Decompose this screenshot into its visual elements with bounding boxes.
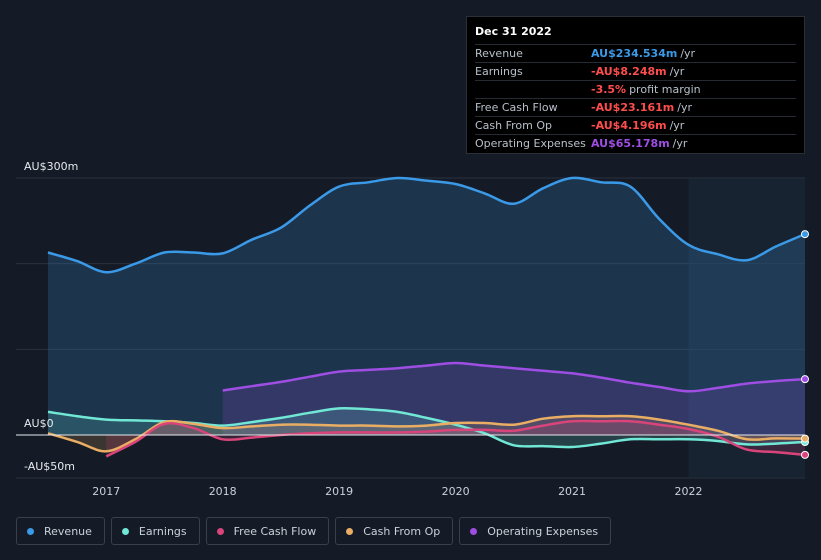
free-cash-flow-line	[105, 419, 806, 458]
x-tick-label: 2020	[442, 485, 470, 498]
x-axis-labels: 2017 2018 2019 2020 2021 2022	[92, 485, 702, 498]
tooltip-row-unit: /yr	[672, 137, 688, 150]
tooltip-row-value: -AU$23.161m	[591, 101, 675, 114]
legend-dot-icon	[216, 527, 224, 535]
tooltip-rows: Revenue AU$234.534m/yr Earnings -AU$8.248m /…	[475, 44, 796, 152]
legend-label: Cash From Op	[363, 524, 441, 538]
tooltip-row: Free Cash Flow -AU$23.161m/yr	[475, 98, 796, 116]
tooltip-panel: Dec 31 2022 Revenue AU$234.534m/yr Earning…	[466, 16, 805, 154]
x-tick-label: 2021	[558, 485, 586, 498]
series-end-markers	[801, 230, 809, 459]
y-tick-label: AU$0	[24, 417, 54, 430]
tooltip-row: Operating Expenses AU$65.178m/yr	[475, 134, 796, 152]
tooltip-date: Dec 31 2022	[475, 25, 552, 38]
y-tick-label: AU$300m	[24, 160, 78, 173]
legend-item-earnings[interactable]: Earnings	[110, 517, 200, 545]
y-tick-label: -AU$50m	[24, 460, 75, 473]
legend-item-free-cash-flow[interactable]: Free Cash Flow	[205, 517, 330, 545]
tooltip-row-unit: /yr	[677, 101, 692, 114]
free-cash-flow-area	[106, 420, 805, 457]
tooltip-row: -3.5% profit margin	[475, 80, 796, 98]
tooltip-row-unit: /yr	[669, 119, 685, 132]
revenue-end-marker	[801, 230, 809, 239]
tooltip-row-label: Operating Expenses	[475, 137, 586, 150]
tooltip-row-value: AU$65.178m	[591, 137, 670, 150]
cash-from-op-line	[47, 414, 806, 453]
tooltip-row-label: Earnings	[475, 65, 523, 78]
free-cash-flow-end-marker	[801, 450, 809, 459]
x-tick-label: 2017	[92, 485, 120, 498]
series-lines	[47, 176, 806, 458]
x-tick-label: 2018	[209, 485, 237, 498]
x-tick-label: 2019	[325, 485, 353, 498]
revenue-line	[47, 176, 806, 274]
tooltip-row-value: -3.5%	[591, 83, 627, 96]
tooltip-row-label: Cash From Op	[475, 119, 553, 132]
operating-expenses-area	[222, 363, 805, 435]
cash-from-op-area	[48, 415, 805, 452]
tooltip-row-label: Free Cash Flow	[475, 101, 558, 114]
legend-dot-icon	[346, 527, 354, 535]
tooltip-row: Revenue AU$234.534m/yr	[475, 44, 796, 62]
legend-label: Free Cash Flow	[233, 524, 317, 538]
legend-label: Operating Expenses	[487, 524, 599, 538]
tooltip-row-value: -AU$8.248m	[591, 65, 667, 78]
tooltip-row-unit: /yr	[669, 65, 685, 78]
tooltip-row-value: -AU$4.196m	[591, 119, 667, 132]
tooltip-row: Cash From Op -AU$4.196m/yr	[475, 116, 796, 134]
legend-label: Revenue	[44, 524, 92, 538]
earnings-area	[48, 408, 805, 448]
tooltip-row-value: AU$234.534m	[591, 47, 678, 60]
legend-item-cash-from-op[interactable]: Cash From Op	[335, 517, 454, 545]
legend-dot-icon	[470, 527, 478, 535]
revenue-area	[48, 177, 805, 435]
operating-expenses-line	[222, 361, 806, 393]
tooltip-row: Earnings -AU$8.248m/yr	[475, 62, 796, 80]
x-tick-label: 2022	[675, 485, 703, 498]
legend: Revenue Earnings Free Cash Flow Cash From O…	[16, 517, 612, 545]
tooltip-row-unit: profit margin	[629, 83, 701, 96]
tooltip-row-label: Revenue	[475, 47, 523, 60]
legend-label: Earnings	[138, 524, 187, 538]
legend-dot-icon	[121, 527, 129, 535]
tooltip-row-unit: /yr	[680, 47, 696, 60]
legend-dot-icon	[27, 527, 34, 535]
series-areas	[48, 177, 805, 457]
legend-item-revenue[interactable]: Revenue	[16, 517, 105, 545]
tooltip-row-label	[475, 81, 591, 98]
legend-item-operating-expenses[interactable]: Operating Expenses	[459, 517, 612, 545]
y-axis-labels: AU$300m AU$0 -AU$50m	[24, 160, 78, 473]
operating-expenses-end-marker	[801, 375, 809, 384]
cash-from-op-end-marker	[801, 434, 809, 443]
